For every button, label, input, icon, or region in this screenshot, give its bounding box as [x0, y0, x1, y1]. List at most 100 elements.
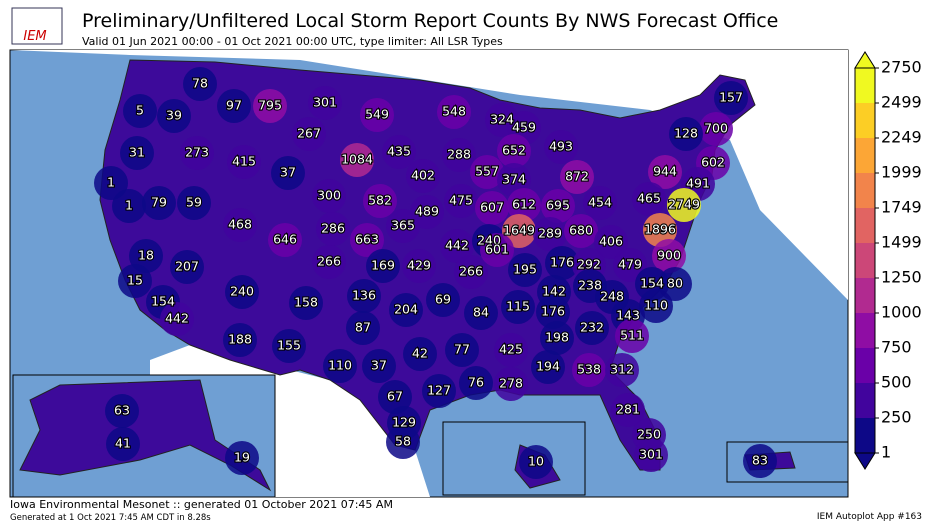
office-region: [406, 159, 440, 193]
office-count: 240: [477, 233, 501, 248]
office-count: 2749: [668, 197, 700, 212]
office-count: 415: [232, 154, 256, 169]
office-region: [422, 374, 456, 408]
office-count: 289: [538, 226, 562, 241]
colorbar-bin: [855, 103, 875, 138]
office-count: 154: [640, 276, 664, 291]
office-count: 80: [667, 276, 683, 291]
office-region: [507, 188, 541, 222]
office-count: 612: [512, 197, 536, 212]
colorbar-tick-label: 750: [881, 338, 912, 357]
colorbar-bin: [855, 418, 875, 453]
office-region: [323, 349, 357, 383]
office-count: 266: [317, 254, 341, 269]
office-region: [183, 67, 217, 101]
colorbar-tick-label: 2499: [881, 93, 922, 112]
office-count: 1: [107, 175, 115, 190]
colorbar-bin: [855, 348, 875, 383]
office-count: 601: [485, 242, 509, 257]
office-count: 142: [542, 284, 566, 299]
colorbar-bin: [855, 68, 875, 103]
office-region: [470, 155, 504, 189]
office-region: [312, 245, 346, 279]
office-count: 204: [394, 302, 418, 317]
office-region: [223, 208, 257, 242]
office-region: [366, 249, 400, 283]
office-region: [94, 166, 128, 200]
office-region: [533, 217, 567, 251]
colorbar-bin: [855, 173, 875, 208]
office-region: [142, 186, 176, 220]
office-count: 157: [719, 90, 743, 105]
office-region: [225, 441, 259, 475]
office-region: [403, 337, 437, 371]
office-count: 273: [185, 145, 209, 160]
office-region: [253, 89, 287, 123]
office-count: 110: [328, 358, 352, 373]
footer-line: Iowa Environmental Mesonet :: generated …: [10, 498, 393, 511]
office-count: 459: [512, 120, 536, 135]
office-count: 115: [506, 299, 530, 314]
office-region: [106, 427, 140, 461]
office-region: [564, 214, 598, 248]
office-count: 900: [657, 248, 681, 263]
office-region: [402, 249, 436, 283]
colorbar-bin: [855, 383, 875, 418]
office-count: 491: [686, 176, 710, 191]
office-count: 41: [115, 436, 131, 451]
office-count: 39: [166, 108, 182, 123]
office-region: [611, 393, 645, 427]
office-count: 301: [639, 447, 663, 462]
office-count: 695: [546, 198, 570, 213]
office-region: [363, 184, 397, 218]
office-count: 548: [442, 104, 466, 119]
office-region: [120, 136, 154, 170]
office-count: 195: [513, 262, 537, 277]
office-region: [743, 444, 777, 478]
office-count: 872: [565, 169, 589, 184]
office-region: [445, 333, 479, 367]
office-region: [105, 394, 139, 428]
office-count: 429: [407, 258, 431, 273]
office-count: 286: [321, 221, 345, 236]
office-region: [519, 445, 553, 479]
office-count: 479: [618, 257, 642, 272]
office-count: 240: [230, 284, 254, 299]
colorbar-tick-label: 1499: [881, 233, 922, 252]
office-count: 129: [392, 415, 416, 430]
office-region: [459, 366, 493, 400]
office-region: [272, 329, 306, 363]
office-count: 169: [371, 258, 395, 273]
office-region: [437, 95, 471, 129]
office-count: 18: [138, 248, 154, 263]
office-count: 493: [549, 139, 573, 154]
office-count: 406: [599, 234, 623, 249]
office-count: 232: [580, 320, 604, 335]
office-count: 194: [536, 359, 560, 374]
office-count: 37: [280, 165, 296, 180]
alaska: [19, 379, 272, 492]
office-region: [308, 86, 342, 120]
office-region: [217, 89, 251, 123]
office-count: 58: [395, 434, 411, 449]
office-count: 176: [541, 304, 565, 319]
office-count: 465: [637, 191, 661, 206]
office-region: [223, 323, 257, 357]
office-region: [389, 293, 423, 327]
office-count: 110: [644, 298, 668, 313]
office-count: 154: [151, 294, 175, 309]
office-count: 79: [151, 195, 167, 210]
office-count: 37: [371, 358, 387, 373]
logo: IEM: [23, 29, 46, 44]
office-count: 944: [653, 164, 677, 179]
colorbar-bin: [855, 313, 875, 348]
office-region: [362, 349, 396, 383]
office-region: [340, 143, 374, 177]
office-count: 425: [499, 342, 523, 357]
office-region: [531, 350, 565, 384]
office-region: [541, 189, 575, 223]
office-region: [583, 186, 617, 220]
office-count: 250: [637, 427, 661, 442]
office-count: 63: [114, 403, 130, 418]
